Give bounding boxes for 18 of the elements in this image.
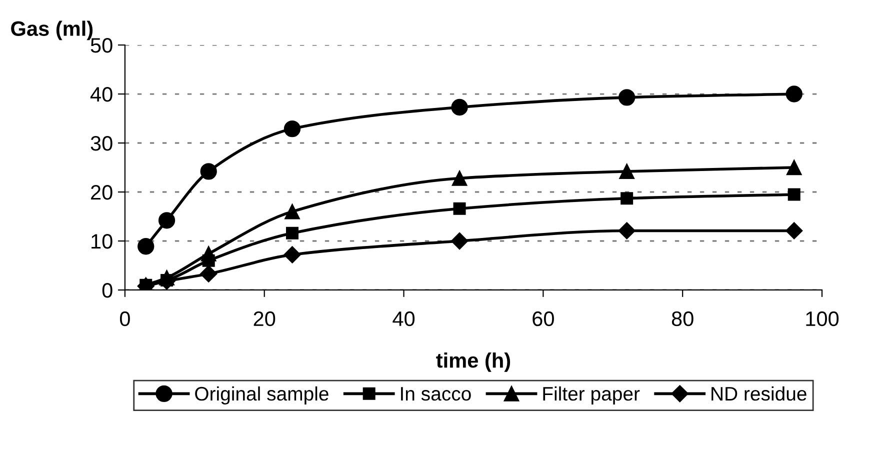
x-tick-label: 20 [254, 311, 276, 326]
x-tick-label: 100 [806, 311, 839, 326]
y-tick-label: 20 [91, 185, 112, 200]
legend-label: Original sample [195, 386, 328, 405]
legend-label: Filter paper [543, 386, 640, 405]
y-tick-label: 30 [90, 136, 112, 151]
x-axis-title: time (h) [436, 352, 510, 372]
legend-label: In sacco [401, 387, 471, 401]
x-tick-label: 40 [392, 311, 415, 326]
y-tick-label: 50 [90, 38, 112, 53]
x-tick-label: 0 [120, 311, 130, 326]
x-tick-label: 60 [532, 311, 554, 326]
x-tick-label: 80 [672, 311, 694, 326]
legend-label: ND residue [712, 386, 806, 401]
y-tick-label: 10 [92, 234, 112, 249]
y-tick-label: 40 [90, 87, 112, 102]
y-tick-label: 0 [102, 282, 112, 298]
y-axis-title: Gas (ml) [11, 20, 93, 40]
